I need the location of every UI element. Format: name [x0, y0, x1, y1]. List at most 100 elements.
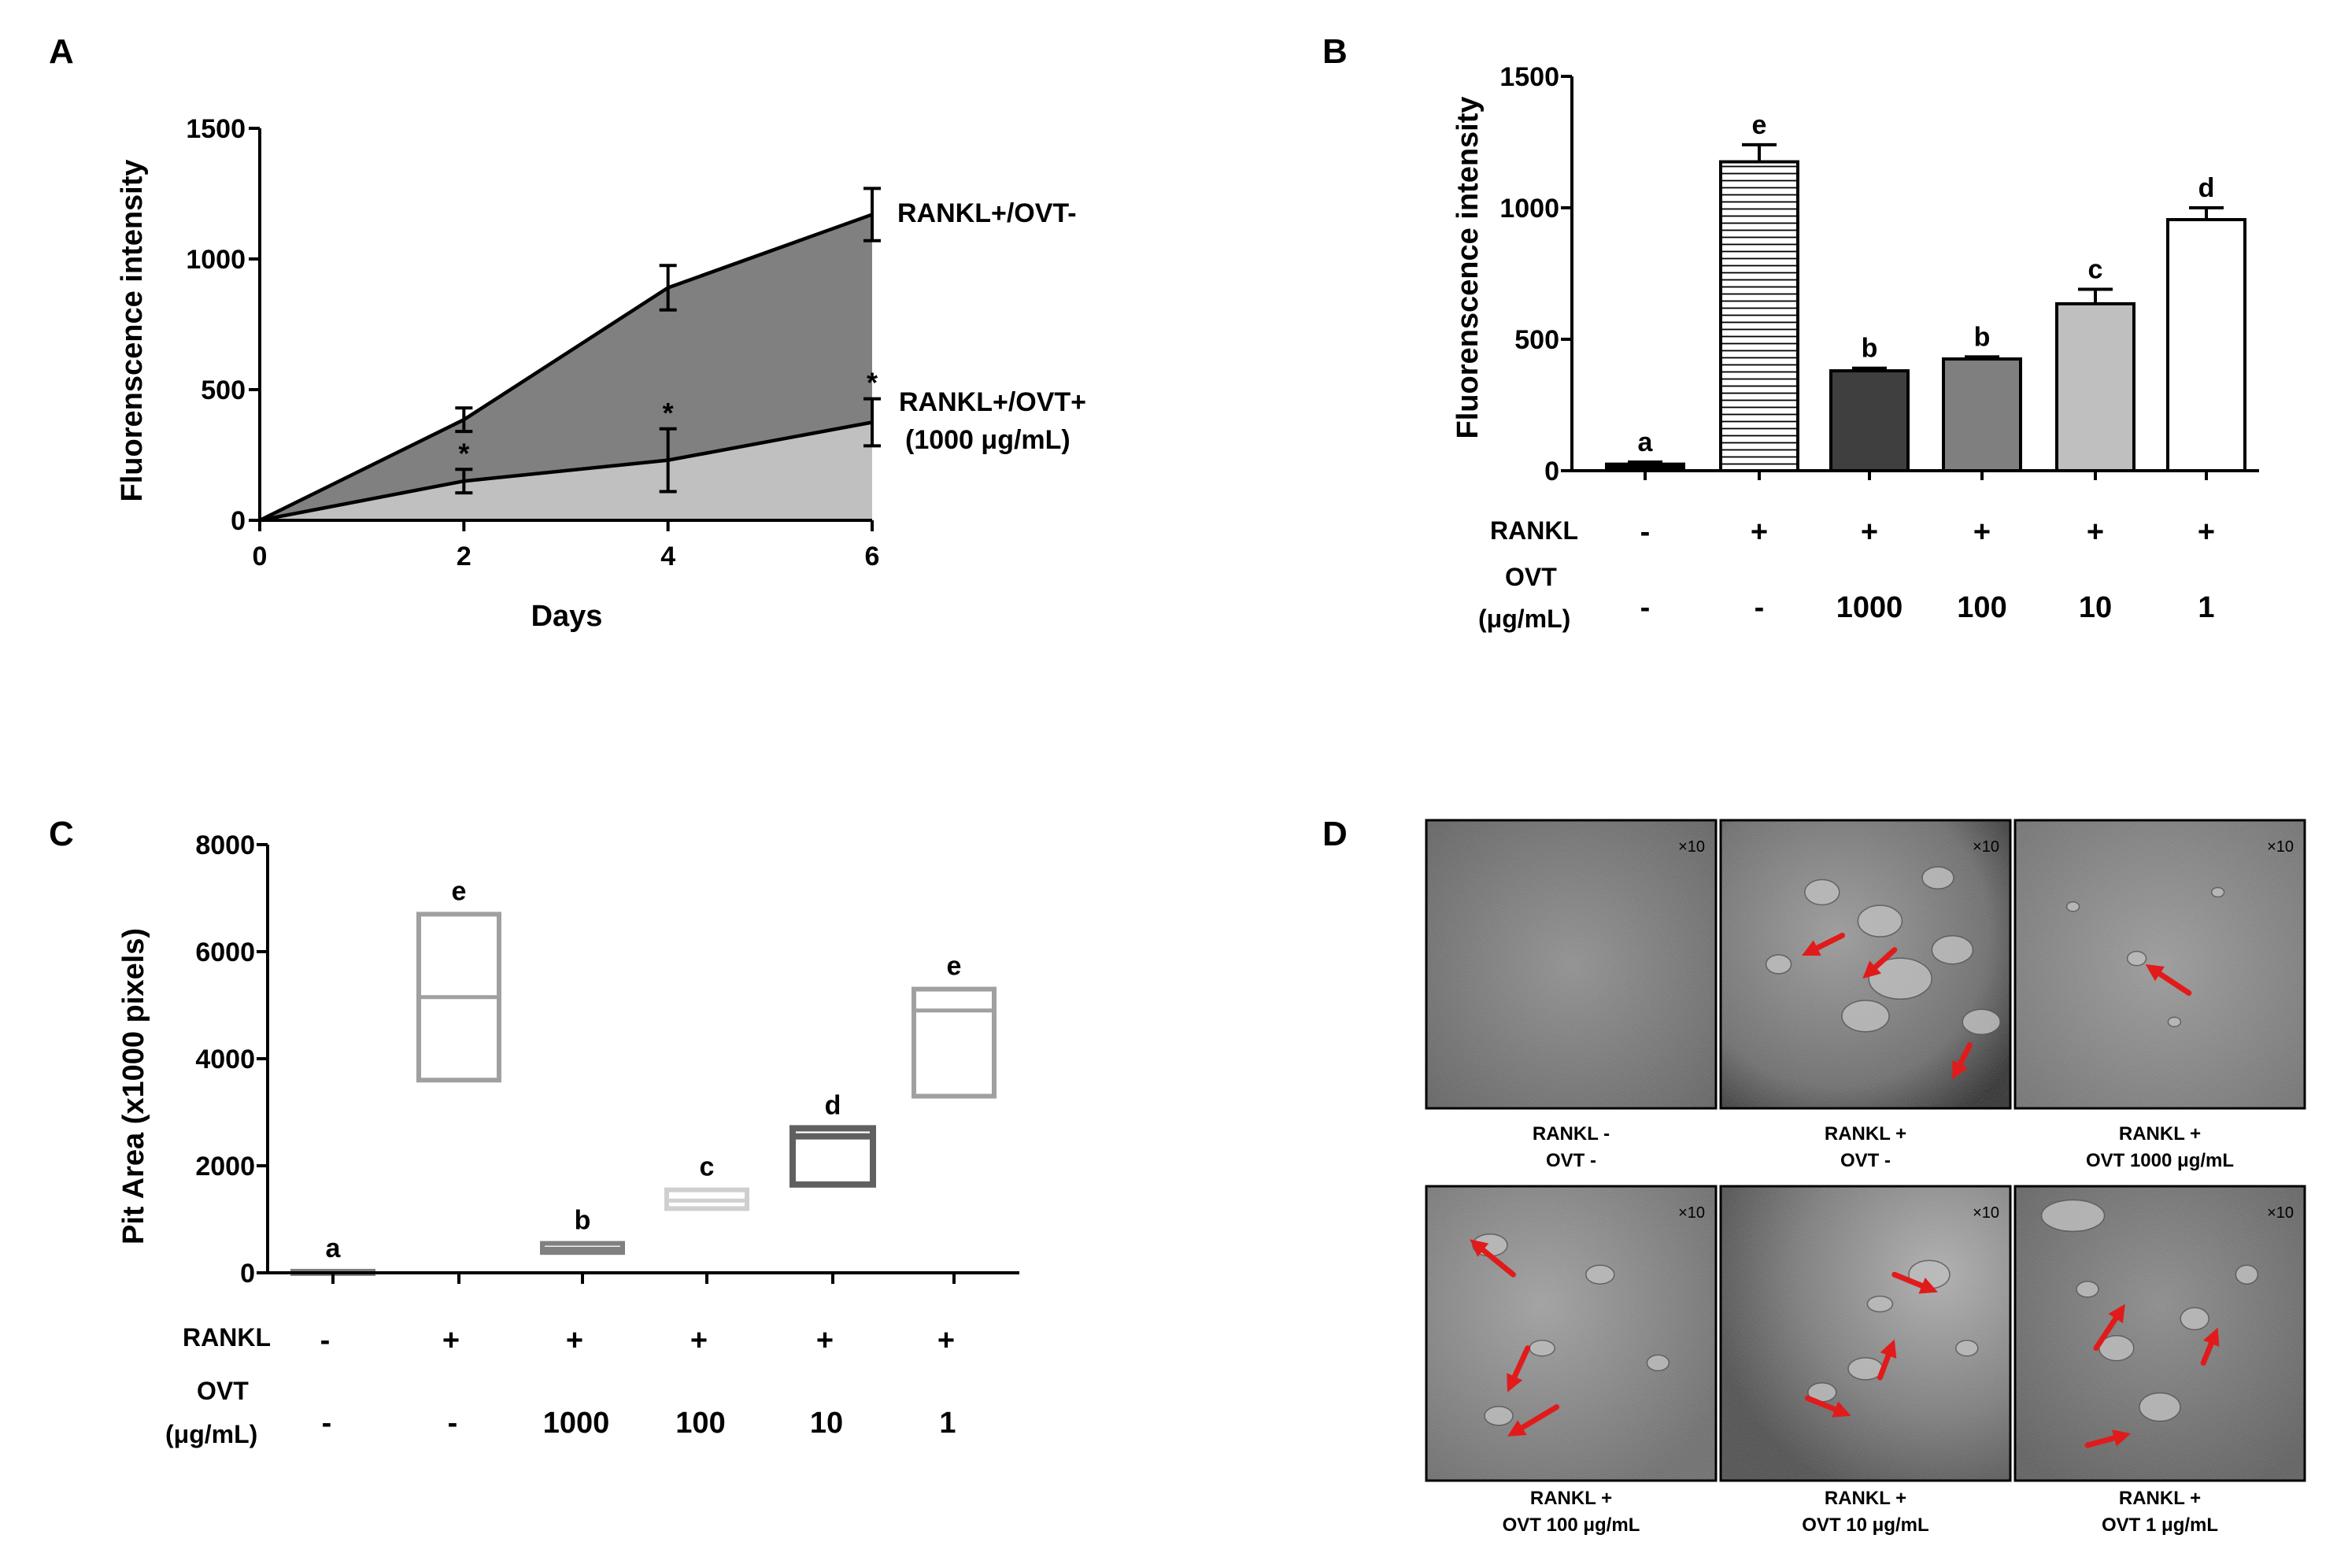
red-arrow-shaft	[2084, 1435, 2117, 1448]
y-tick-label: 0	[240, 1259, 255, 1289]
resorption-pit	[2210, 886, 2225, 898]
y-tick-label: 500	[1514, 325, 1559, 355]
resorption-pit	[2180, 1307, 2209, 1331]
rankl-value: +	[2087, 516, 2104, 549]
red-arrow-shaft	[1511, 1345, 1531, 1380]
ovt-row-label: OVT	[197, 1377, 249, 1405]
ovt-value: 100	[1957, 591, 2006, 624]
rankl-value: -	[320, 1324, 331, 1357]
axes	[257, 843, 1019, 1284]
resorption-pit	[1921, 866, 1954, 889]
bar	[2055, 301, 2135, 472]
red-arrow-shaft	[1957, 1041, 1973, 1067]
ovt-value: -	[448, 1407, 458, 1440]
rankl-value: +	[566, 1324, 583, 1357]
resorption-pit	[2126, 950, 2147, 967]
ovt-unit-label: (μg/mL)	[165, 1420, 257, 1448]
resorption-pit	[1765, 954, 1792, 974]
magnification-label: ×10	[2267, 1204, 2294, 1222]
rankl-value: +	[2198, 516, 2215, 549]
red-arrow-shaft	[1480, 1247, 1516, 1278]
red-arrow-head	[2112, 1429, 2132, 1447]
ovt-unit-label: (μg/mL)	[1478, 605, 1570, 633]
micrograph-border	[2013, 1185, 2306, 1482]
panel-label-d: D	[1322, 815, 1348, 853]
resorption-pit	[1955, 1339, 1979, 1357]
micrograph-texture	[1426, 820, 1716, 1108]
magnification-label: ×10	[1973, 1204, 1999, 1222]
micrograph-border	[1425, 819, 1718, 1110]
resorption-pit	[1962, 1008, 2001, 1035]
rankl-value: +	[1973, 516, 1991, 549]
caption-rankl: RANKL +	[1825, 1123, 1906, 1145]
rankl-value: +	[1861, 516, 1878, 549]
boxes: a e b c d e	[290, 876, 997, 1276]
significance-star: *	[663, 397, 674, 429]
significance-letter: b	[575, 1206, 591, 1236]
x-tick-label: 2	[457, 542, 471, 571]
resorption-pit	[2167, 1016, 2182, 1027]
bar	[1942, 357, 2022, 472]
bar	[1719, 160, 1799, 473]
caption-ovt: OVT -	[1546, 1150, 1596, 1171]
panel-label-c: C	[49, 815, 74, 853]
resorption-pit	[1868, 957, 1932, 1000]
micrograph-6: ×10 RANKL + OVT 1 μg/mL	[2013, 1185, 2306, 1536]
caption-rankl: RANKL +	[1530, 1488, 1612, 1509]
panel-label-a: A	[49, 32, 74, 71]
resorption-pit	[2076, 1281, 2099, 1298]
red-arrow-head	[1918, 1278, 1938, 1294]
caption-ovt: OVT 100 μg/mL	[1503, 1514, 1640, 1536]
significance-letter: b	[1862, 334, 1878, 364]
rankl-value: -	[1640, 516, 1651, 549]
box	[789, 1125, 876, 1188]
significance-letter: e	[947, 952, 962, 982]
micrograph-1: ×10 RANKL - OVT -	[1425, 819, 1718, 1171]
box	[912, 986, 997, 1099]
y-tick-label: 6000	[195, 937, 255, 967]
y-tick-label: 2000	[195, 1152, 255, 1182]
ovt-value: 1	[2198, 591, 2214, 624]
ovt-value: 10	[2079, 591, 2112, 624]
micrograph-2: ×10 RANKL + OVT -	[1719, 819, 2012, 1171]
legend-ovt-dose: (1000 μg/mL)	[905, 425, 1071, 455]
micrograph-border	[1425, 1185, 1718, 1482]
red-arrow-head	[1507, 1420, 1527, 1437]
red-arrow-shaft	[1814, 932, 1846, 951]
resorption-pit	[2040, 1199, 2106, 1233]
red-arrow-shaft	[1873, 947, 1898, 971]
axes	[249, 127, 874, 531]
resorption-pit	[1866, 1295, 1894, 1313]
legend-ovt-minus: RANKL+/OVT-	[897, 198, 1077, 228]
micrograph-texture	[1721, 1186, 2010, 1481]
resorption-pit	[2235, 1264, 2259, 1285]
x-tick-label: 4	[660, 542, 675, 571]
ovt-value: 1000	[543, 1407, 610, 1440]
y-tick-label: 1000	[186, 245, 246, 275]
significance-letter: d	[825, 1090, 841, 1120]
significance-letter: a	[1638, 427, 1654, 457]
caption-rankl: RANKL +	[2119, 1488, 2201, 1509]
ovt-value: -	[1640, 591, 1651, 624]
resorption-pit	[1857, 904, 1903, 937]
significance-letter: c	[2088, 255, 2103, 285]
rankl-value: +	[690, 1324, 708, 1357]
resorption-pit	[1646, 1354, 1670, 1372]
resorption-pit	[2139, 1392, 2181, 1422]
ovt-value: 1	[939, 1407, 956, 1440]
rankl-value: +	[442, 1324, 460, 1357]
legend-ovt-plus: RANKL+/OVT+	[899, 387, 1086, 417]
rankl-value: +	[1751, 516, 1768, 549]
red-arrow-head	[2203, 1327, 2220, 1348]
micrograph-texture	[2015, 1186, 2305, 1481]
bar	[1829, 369, 1910, 472]
red-arrow-head	[1507, 1373, 1523, 1392]
caption-rankl: RANKL +	[2119, 1123, 2201, 1145]
red-arrow-head	[2108, 1304, 2125, 1324]
magnification-label: ×10	[1678, 838, 1705, 856]
y-tick-label: 1000	[1499, 194, 1559, 224]
caption-ovt: OVT 1 μg/mL	[2102, 1514, 2218, 1536]
